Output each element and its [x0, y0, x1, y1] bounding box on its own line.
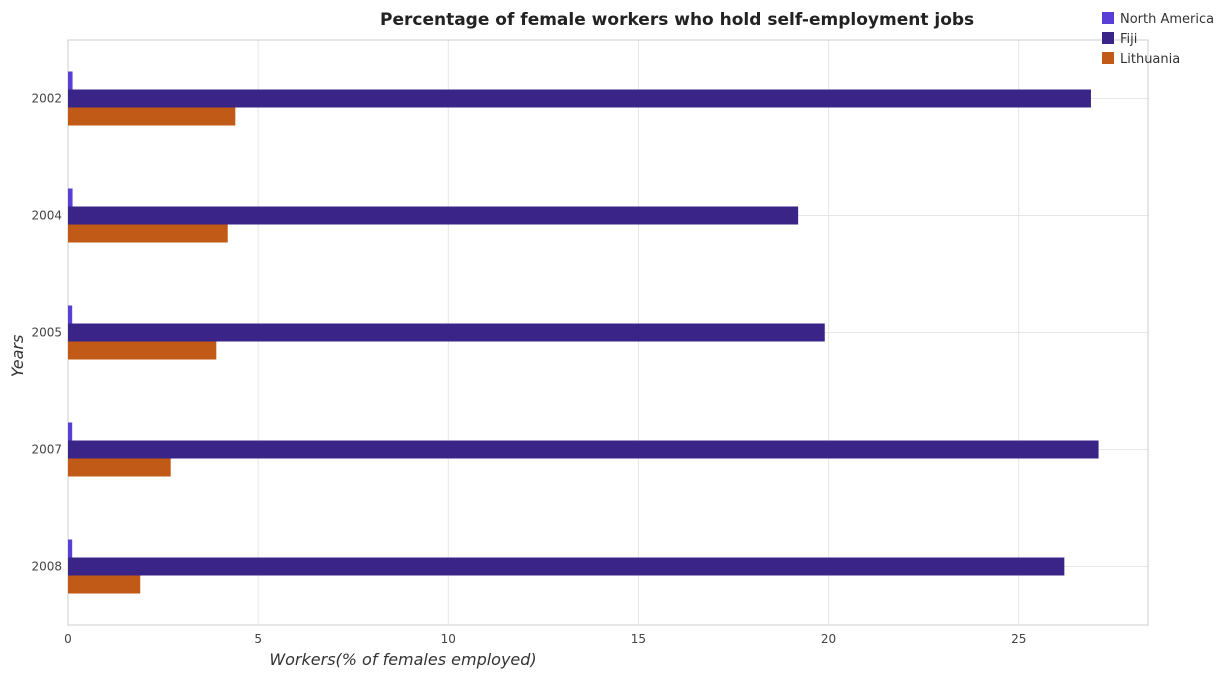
- bar-lithuania-2008: [68, 575, 141, 594]
- bar-lithuania-2005: [68, 341, 217, 360]
- y-axis-label: Years: [8, 335, 27, 378]
- x-tick-label: 20: [821, 632, 836, 646]
- bar-lithuania-2007: [68, 458, 171, 477]
- bar-fiji-2002: [68, 89, 1091, 108]
- chart-title: Percentage of female workers who hold se…: [380, 10, 974, 30]
- bar-north-america-2007: [68, 422, 73, 441]
- legend-swatch: [1102, 52, 1114, 64]
- x-tick-label: 5: [254, 632, 262, 646]
- bar-fiji-2005: [68, 323, 825, 342]
- bar-fiji-2004: [68, 206, 799, 225]
- y-tick-label: 2002: [31, 92, 62, 106]
- x-tick-label: 25: [1011, 632, 1026, 646]
- x-ticks: 0 5 10 15 20 25: [64, 632, 1026, 646]
- legend: North America Fiji Lithuania: [1102, 12, 1214, 67]
- bar-north-america-2005: [68, 305, 73, 324]
- x-tick-label: 0: [64, 632, 72, 646]
- legend-label: North America: [1120, 12, 1214, 27]
- y-tick-label: 2004: [31, 209, 62, 223]
- bar-north-america-2008: [68, 539, 73, 558]
- legend-swatch: [1102, 12, 1114, 24]
- bar-north-america-2004: [68, 188, 73, 207]
- x-tick-label: 10: [441, 632, 456, 646]
- legend-label: Lithuania: [1120, 52, 1180, 67]
- bar-north-america-2002: [68, 71, 73, 90]
- y-tick-label: 2007: [31, 443, 62, 457]
- x-axis-label: Workers(% of females employed): [269, 650, 536, 669]
- bars: [68, 71, 1099, 594]
- y-ticks: 2002 2004 2005 2007 2008: [31, 92, 62, 574]
- y-tick-label: 2008: [31, 560, 62, 574]
- x-tick-label: 15: [631, 632, 646, 646]
- bar-lithuania-2004: [68, 224, 228, 243]
- legend-swatch: [1102, 32, 1114, 44]
- bar-fiji-2007: [68, 440, 1099, 459]
- legend-label: Fiji: [1120, 32, 1137, 47]
- y-tick-label: 2005: [31, 326, 62, 340]
- bar-lithuania-2002: [68, 107, 236, 126]
- bar-fiji-2008: [68, 557, 1065, 576]
